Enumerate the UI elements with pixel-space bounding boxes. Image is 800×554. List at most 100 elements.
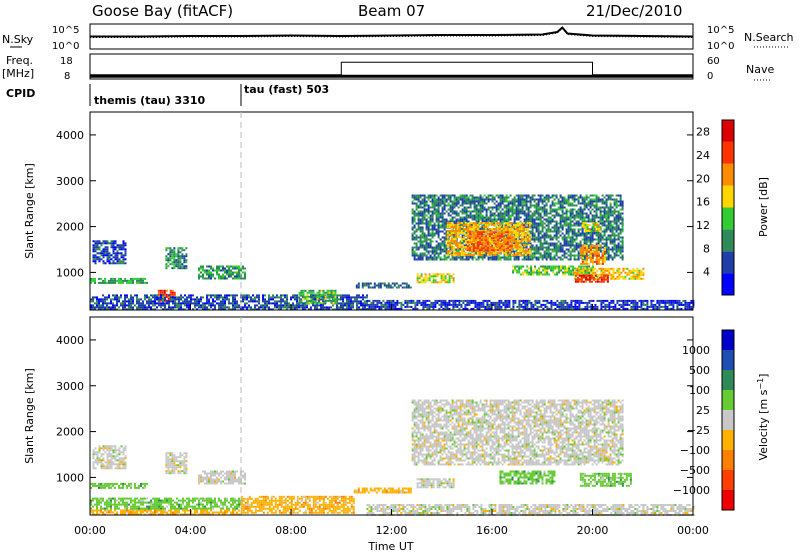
power-region-1 [92,240,127,265]
velocity-ytick-label-3: 4000 [56,334,84,347]
power-heatmap [90,194,695,311]
power-region-11 [466,231,513,252]
freq-tick-top: 18 [60,56,73,67]
power-colorbar-tick-5: 24 [696,149,710,162]
cpid-segment-1: themis (tau) 3310 [94,94,206,107]
power-colorbar-tick-6: 28 [696,126,710,139]
power-colorbar: 4 8 12 16 20 24 28 [696,119,735,296]
power-colorbar-swatch-3 [722,207,734,230]
x-tick-label-4: 16:00 [476,524,508,537]
power-ytick-label-1: 2000 [56,221,84,234]
nave-tick-top: 60 [707,56,720,67]
velocity-colorbar-swatch-3 [722,390,734,410]
power-colorbar-swatch-5 [722,163,734,186]
power-colorbar-tick-3: 16 [696,196,710,209]
velocity-colorbar-swatch-4 [722,410,734,430]
freq-tick-bottom: 8 [64,71,70,82]
velocity-region-12 [366,504,695,516]
nsearch-label: N.Search [744,31,794,44]
power-region-8 [416,273,455,284]
freq-nave-series [90,61,693,78]
velocity-colorbar-swatch-6 [722,450,734,470]
velocity-region-1 [92,445,127,470]
x-tick-label-1: 04:00 [175,524,207,537]
velocity-region-2 [165,452,188,475]
power-region-6 [298,289,337,304]
velocity-y-axis: 1000 2000 3000 4000 [56,334,693,484]
nsky-label: N.Sky [2,33,34,46]
time-axis-label: Time UT [367,540,413,553]
power-colorbar-tick-1: 8 [703,242,710,255]
noise-series [90,26,694,38]
power-region-3 [165,247,188,270]
cpid-segment-2: tau (fast) 503 [244,83,329,96]
time-x-axis: 00:00 04:00 08:00 12:00 16:00 20:00 00:00 [74,304,709,537]
velocity-ylabel: Slant Range [km] [23,368,36,464]
power-ylabel: Slant Range [km] [23,163,36,259]
date-title: 21/Dec/2010 [586,2,682,20]
cpid-label: CPID [6,87,35,100]
velocity-colorbar-swatch-1 [722,350,734,370]
power-region-5 [90,294,368,311]
power-region-15 [579,244,606,265]
velocity-colorbar-tick-4: −25 [687,424,710,437]
power-region-4 [198,265,246,280]
velocity-colorbar-swatch-5 [722,430,734,450]
power-colorbar-tick-0: 4 [703,266,710,279]
freq-unit-label: [MHz] [2,67,34,80]
velocity-ytick-label-0: 1000 [56,471,84,484]
power-region-16 [582,222,601,232]
power-ytick-label-3: 4000 [56,129,84,142]
velocity-ytick-label-1: 2000 [56,426,84,439]
power-colorbar-label: Power [dB] [757,177,770,237]
power-region-7 [355,282,412,289]
velocity-colorbar-tick-5: −100 [680,444,710,457]
power-colorbar-swatch-2 [722,229,734,252]
nave-label: Nave [746,63,774,76]
velocity-region-6 [240,495,355,514]
velocity-ytick-label-2: 3000 [56,380,84,393]
velocity-region-11 [579,472,632,487]
velocity-colorbar-tick-1: 500 [689,364,710,377]
nave-line [90,61,693,76]
velocity-region-10 [499,470,556,485]
velocity-region-4 [90,497,242,510]
freq-panel-frame [89,53,694,80]
power-ytick-label-0: 1000 [56,266,84,279]
power-colorbar-swatch-1 [722,251,734,274]
velocity-colorbar: 1000 500 100 25 −25 −100 −500 −1000 [673,329,735,511]
x-tick-label-0: 00:00 [74,524,106,537]
power-colorbar-swatch-4 [722,185,734,208]
velocity-region-7 [353,487,412,494]
power-region-17 [366,299,695,310]
station-title: Goose Bay (fitACF) [92,2,233,20]
noise-tick-left-bottom: 10^0 [52,41,79,52]
x-tick-label-3: 12:00 [376,524,408,537]
velocity-region-0 [90,482,148,489]
velocity-heatmap [90,399,695,516]
power-region-14 [574,274,609,283]
power-region-0 [90,277,148,284]
velocity-region-9 [411,399,624,466]
freq-label: Freq. [6,54,33,67]
velocity-region-3 [198,470,246,485]
power-ytick-label-2: 3000 [56,175,84,188]
velocity-colorbar-tick-3: 25 [696,404,710,417]
velocity-colorbar-tick-7: −1000 [673,484,710,497]
velocity-region-8 [416,478,455,489]
power-colorbar-swatch-0 [722,273,734,295]
x-tick-label-5: 20:00 [577,524,609,537]
velocity-colorbar-label: Velocity [m s−1] [756,374,771,461]
power-colorbar-swatch-6 [722,141,734,164]
noise-tick-left-top: 10^5 [52,25,79,36]
x-tick-label-6: 00:00 [677,524,709,537]
velocity-colorbar-swatch-7 [722,470,734,490]
velocity-colorbar-swatch-8 [722,490,734,510]
nave-tick-bottom: 0 [707,71,713,82]
noise-sky-line [90,26,694,38]
power-colorbar-swatch-7 [722,120,734,142]
noise-tick-right-top: 10^5 [707,25,734,36]
beam-title: Beam 07 [358,2,425,20]
velocity-colorbar-tick-0: 1000 [682,344,710,357]
